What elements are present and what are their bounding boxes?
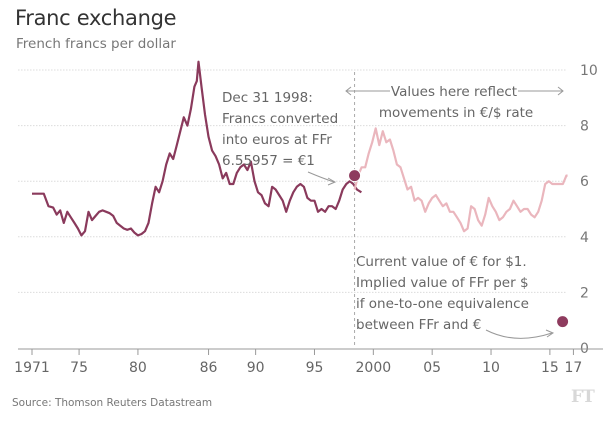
arrow-left-head — [345, 86, 352, 96]
annotation-current-line-3: if one-to-one equivalence — [356, 296, 529, 312]
annotation-current-line-2: Implied value of FFr per $ — [356, 275, 529, 291]
x-tick-label-15: 15 — [541, 360, 559, 376]
markers — [348, 169, 570, 329]
arrow-to-conversion-dot-head — [327, 177, 337, 186]
source-note: Source: Thomson Reuters Datastream — [12, 397, 213, 409]
y-tick-label-4: 4 — [580, 230, 589, 246]
arrow-to-current-dot — [485, 329, 553, 339]
annotation-euro-period-line-1: Values here reflect — [391, 84, 517, 100]
annotation-conversion-line-1: Dec 31 1998: — [222, 90, 313, 106]
x-tick-label-95: 95 — [306, 360, 324, 376]
euro-implied-series-line — [353, 127, 568, 233]
x-tick-label-17: 17 — [565, 360, 583, 376]
x-tick-label-05: 05 — [423, 360, 441, 376]
conversion-point-dot — [348, 169, 362, 183]
x-tick-label-86: 86 — [200, 360, 218, 376]
y-tick-label-6: 6 — [580, 174, 589, 190]
series-lines — [32, 60, 568, 237]
annotation-current-line-1: Current value of € for $1. — [356, 254, 527, 270]
arrow-to-current-dot-head — [545, 329, 555, 338]
annotation-conversion-line-4: 6.55957 = €1 — [222, 153, 315, 169]
x-tick-label-10: 10 — [482, 360, 500, 376]
arrow-to-conversion-dot — [307, 171, 335, 183]
annotation-conversion-line-2: Francs converted — [222, 111, 338, 127]
arrow-right-head — [557, 86, 564, 96]
x-tick-label-2000: 2000 — [356, 360, 392, 376]
chart-subtitle: French francs per dollar — [16, 36, 176, 52]
ft-logo: FT — [571, 387, 595, 407]
gridlines — [18, 69, 566, 293]
x-tick-label-80: 80 — [129, 360, 147, 376]
annotation-conversion-line-3: into euros at FFr — [222, 132, 332, 148]
current-euro-value-dot — [556, 315, 570, 329]
y-tick-label-8: 8 — [580, 119, 589, 135]
annotations: Dec 31 1998: Francs converted into euros… — [222, 84, 564, 339]
chart-title: Franc exchange — [15, 6, 177, 30]
y-tick-label-10: 10 — [580, 63, 598, 79]
x-axis: 1971 75 80 86 90 95 2000 05 10 15 17 — [14, 348, 603, 376]
x-tick-label-90: 90 — [247, 360, 265, 376]
annotation-current-line-4: between FFr and € — [356, 317, 481, 333]
y-tick-label-2: 2 — [580, 285, 589, 301]
x-tick-label-75: 75 — [70, 360, 88, 376]
franc-series-line — [32, 60, 362, 237]
annotation-euro-period-line-2: movements in €/$ rate — [379, 105, 533, 121]
x-tick-label-1971: 1971 — [14, 360, 50, 376]
